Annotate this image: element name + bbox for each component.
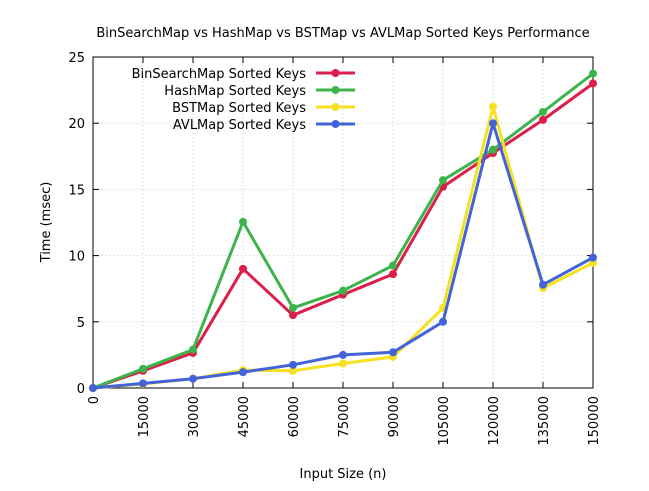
data-point <box>489 102 497 111</box>
data-point <box>439 317 447 326</box>
data-point <box>489 119 497 128</box>
data-point <box>89 384 97 392</box>
x-tick-label: 135000 <box>537 396 552 446</box>
data-point <box>589 69 597 78</box>
data-point <box>389 348 397 357</box>
chart-title: BinSearchMap vs HashMap vs BSTMap vs AVL… <box>96 26 589 41</box>
series-lines <box>89 69 597 392</box>
data-point <box>189 374 197 383</box>
series-2 <box>89 69 597 392</box>
legend-swatch-point <box>331 120 340 128</box>
y-tick-label: 20 <box>68 117 85 132</box>
x-tick-label: 60000 <box>287 396 302 437</box>
data-point <box>539 115 547 124</box>
data-point <box>539 107 547 116</box>
axis-ticks: 0 5 10 15 20 25 0 15000 30000 45000 60000 75000 9000… <box>68 51 602 446</box>
y-tick-label: 25 <box>68 51 85 66</box>
series-line <box>92 72 594 390</box>
y-axis-label: Time (msec) <box>39 182 54 264</box>
x-tick-label: 45000 <box>237 396 252 437</box>
data-point <box>239 368 247 377</box>
data-point <box>139 379 147 388</box>
data-point <box>289 311 297 320</box>
data-point <box>539 280 547 289</box>
data-point <box>289 303 297 312</box>
y-tick-label: 0 <box>77 382 85 397</box>
x-tick-label: 30000 <box>187 396 202 437</box>
legend-label: BinSearchMap Sorted Keys <box>132 67 307 82</box>
legend-swatch-point <box>331 69 340 77</box>
x-tick-label: 90000 <box>387 396 402 437</box>
data-point <box>389 261 397 270</box>
data-point <box>389 270 397 279</box>
data-point <box>339 359 347 368</box>
data-point <box>489 145 497 154</box>
grid-lines <box>93 57 593 388</box>
data-point <box>589 79 597 88</box>
x-tick-label: 0 <box>87 396 102 404</box>
legend-label: BSTMap Sorted Keys <box>172 101 306 116</box>
data-point <box>239 217 247 226</box>
y-tick-label: 5 <box>77 316 85 331</box>
x-tick-label: 15000 <box>137 396 152 437</box>
legend: BinSearchMap Sorted Keys HashMap Sorted K… <box>132 67 355 133</box>
x-tick-label: 120000 <box>487 396 502 446</box>
legend-swatch-point <box>331 86 340 94</box>
x-tick-label: 105000 <box>437 396 452 446</box>
data-point <box>589 253 597 262</box>
data-point <box>439 176 447 185</box>
data-point <box>239 264 247 273</box>
data-point <box>339 350 347 359</box>
data-point <box>289 366 297 375</box>
data-point <box>339 286 347 295</box>
data-point <box>189 345 197 354</box>
series-3 <box>89 102 597 392</box>
y-tick-label: 10 <box>68 250 85 265</box>
series-4 <box>89 119 597 392</box>
y-tick-label: 15 <box>68 183 85 198</box>
x-tick-label: 150000 <box>587 396 602 446</box>
legend-label: HashMap Sorted Keys <box>164 84 306 99</box>
data-point <box>289 360 297 369</box>
legend-label: AVLMap Sorted Keys <box>173 118 306 133</box>
data-point <box>139 364 147 373</box>
legend-swatch-point <box>331 103 340 111</box>
x-axis-label: Input Size (n) <box>300 467 387 482</box>
x-tick-label: 75000 <box>337 396 352 437</box>
